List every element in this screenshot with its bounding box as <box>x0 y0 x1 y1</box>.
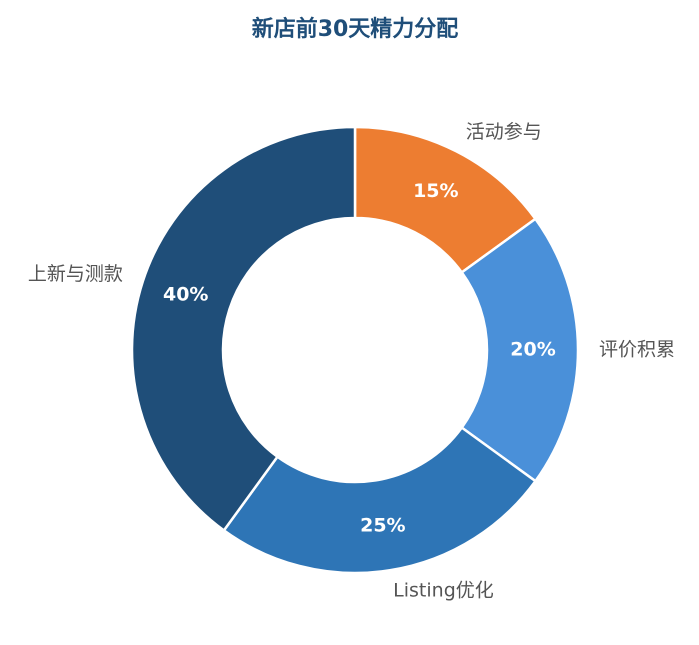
chart-title: 新店前30天精力分配 <box>252 16 459 42</box>
category-label: 评价积累 <box>599 339 675 361</box>
value-label: 20% <box>510 339 555 361</box>
slice <box>222 425 538 575</box>
value-label: 40% <box>163 283 208 305</box>
value-label: 15% <box>413 180 458 202</box>
slice <box>460 217 580 483</box>
category-label: Listing优化 <box>393 579 494 601</box>
slice <box>130 125 357 533</box>
category-label: 活动参与 <box>466 121 542 143</box>
category-label: 上新与测款 <box>28 263 123 285</box>
value-label: 25% <box>360 514 405 536</box>
